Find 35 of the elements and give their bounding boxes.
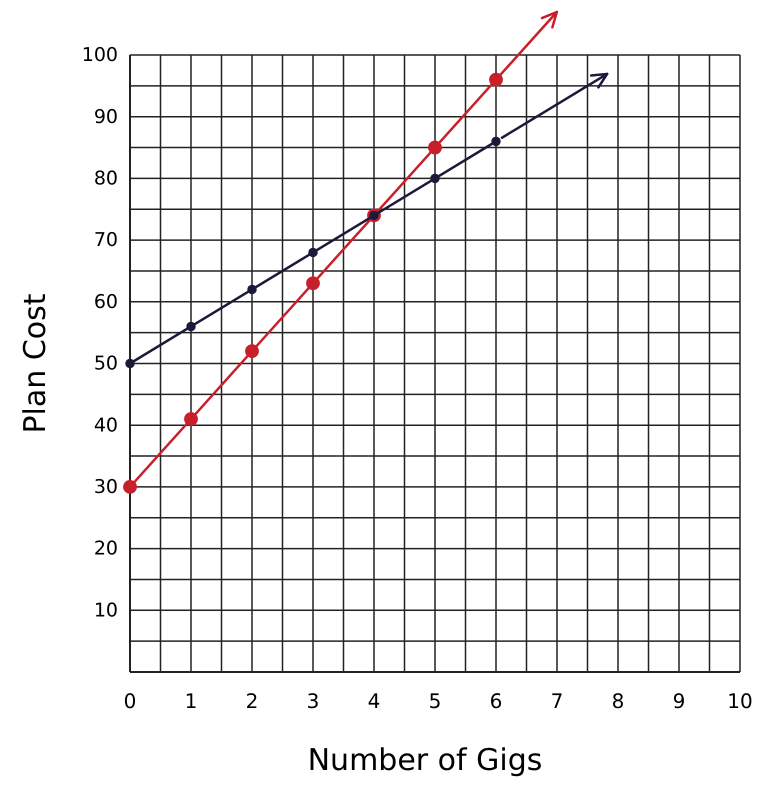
point [308, 248, 318, 258]
x-tick-label: 6 [490, 689, 502, 714]
point [245, 344, 259, 358]
x-tick-label: 1 [184, 689, 198, 714]
y-tick-label: 50 [94, 352, 118, 375]
x-tick-label: 0 [124, 689, 136, 714]
point [125, 358, 135, 368]
y-tick-label: 10 [94, 599, 118, 622]
point [186, 322, 196, 332]
x-tick-label: 10 [727, 689, 753, 714]
y-tick-label: 40 [94, 414, 118, 436]
x-axis-title: Number of Gigs [308, 743, 542, 778]
point [430, 174, 440, 184]
y-tick-label: 100 [82, 44, 118, 66]
point [184, 412, 198, 426]
point [247, 284, 257, 294]
x-tick-label: 8 [612, 689, 624, 714]
y-tick-label: 60 [94, 290, 118, 313]
x-tick-label: 3 [306, 689, 320, 714]
point [123, 480, 137, 494]
y-tick-label: 30 [94, 476, 118, 498]
y-tick-label: 70 [94, 229, 118, 252]
x-tick-label: 7 [550, 689, 564, 714]
x-tick-label: 5 [428, 689, 442, 714]
point [306, 276, 320, 290]
x-tick-label: 4 [368, 689, 380, 714]
y-axis-title: Plan Cost [18, 293, 53, 434]
point [428, 140, 442, 154]
point [489, 72, 503, 87]
x-tick-label: 2 [246, 689, 258, 714]
point [491, 136, 501, 146]
x-tick-label: 9 [672, 689, 686, 714]
y-tick-label: 20 [94, 538, 118, 560]
y-tick-label: 80 [94, 167, 118, 190]
y-tick-label: 90 [94, 106, 118, 128]
